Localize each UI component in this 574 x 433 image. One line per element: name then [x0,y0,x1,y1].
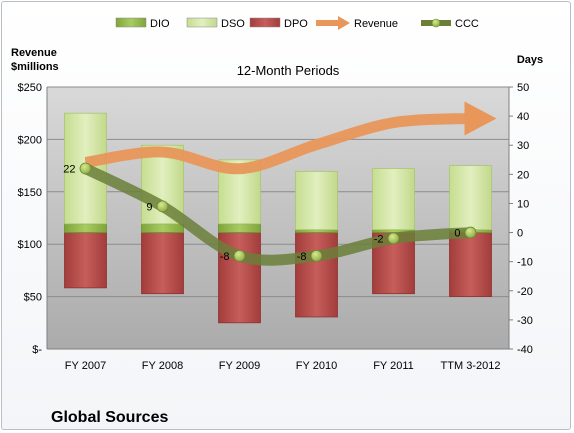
ccc-point [79,162,92,175]
x-tick-label: FY 2011 [373,360,414,372]
left-tick-label: $50 [24,292,42,304]
lines-group: 22 9 -8 -8 -2 0 [63,101,497,266]
left-axis-label-line2: $millions [11,61,59,73]
legend-swatch-ccc-dot [431,18,441,28]
axes-group: $-$50$100$150$200$250-40-30-20-100102030… [18,82,533,372]
ccc-data-label: 0 [454,228,460,240]
x-tick-label: FY 2010 [296,360,337,372]
right-tick-label: 40 [517,111,529,123]
left-tick-label: $100 [18,239,42,251]
left-tick-label: $150 [18,187,42,199]
ccc-data-label: -8 [297,251,307,263]
ccc-point [310,249,323,262]
right-tick-label: 20 [517,169,529,181]
x-tick-label: FY 2009 [219,360,260,372]
bar-dso [372,168,415,231]
bar-dpo [141,232,184,295]
left-axis-label-line1: Revenue [11,47,57,59]
x-tick-label: FY 2008 [142,360,183,372]
legend-label: Revenue [354,18,398,30]
plot-area [47,87,509,349]
right-tick-label: -40 [517,344,533,356]
bar-dso [449,165,492,231]
right-tick-label: -10 [517,257,533,269]
bar-dio [141,223,184,233]
ccc-point [387,232,400,245]
bar-dpo [64,232,107,289]
left-tick-label: $200 [18,134,42,146]
bar-dio [295,229,338,233]
ccc-point [156,200,169,213]
legend-label: DSO [221,18,245,30]
ccc-point [233,249,246,262]
legend-swatch-dpo [249,17,281,28]
x-tick-label: TTM 3-2012 [441,360,501,372]
ccc-point [464,226,477,239]
legend-swatch-revenue-arrow [338,16,350,30]
bar-dio [64,223,107,233]
revenue-arrowhead [464,101,497,136]
right-tick-label: 0 [517,228,523,240]
legend-label: DIO [150,18,170,30]
revenue-line [84,112,471,175]
ccc-data-label: 22 [63,164,75,176]
right-tick-label: 50 [517,82,529,94]
legend-swatch-dso [186,17,218,28]
bar-dso [295,171,338,231]
bar-dpo [295,232,338,318]
chart-title: 12-Month Periods [237,63,340,78]
right-tick-label: 10 [517,198,529,210]
x-tick-label: FY 2007 [65,360,106,372]
left-tick-label: $- [32,344,42,356]
legend-label: DPO [284,18,308,30]
bar-dpo [449,232,492,297]
company-name: Global Sources [51,409,168,426]
legend-swatch-dio [115,17,147,28]
right-tick-label: 30 [517,140,529,152]
ccc-data-label: 9 [146,201,152,213]
ccc-data-label: -8 [220,251,230,263]
bar-dio [218,223,261,233]
ccc-data-label: -2 [374,233,384,245]
right-tick-label: -30 [517,315,533,327]
legend-label: CCC [455,18,479,30]
right-axis-label: Days [517,54,543,66]
legend: DIO DSO DPO Revenue CCC [115,16,479,30]
left-tick-label: $250 [18,82,42,94]
right-tick-label: -20 [517,286,533,298]
